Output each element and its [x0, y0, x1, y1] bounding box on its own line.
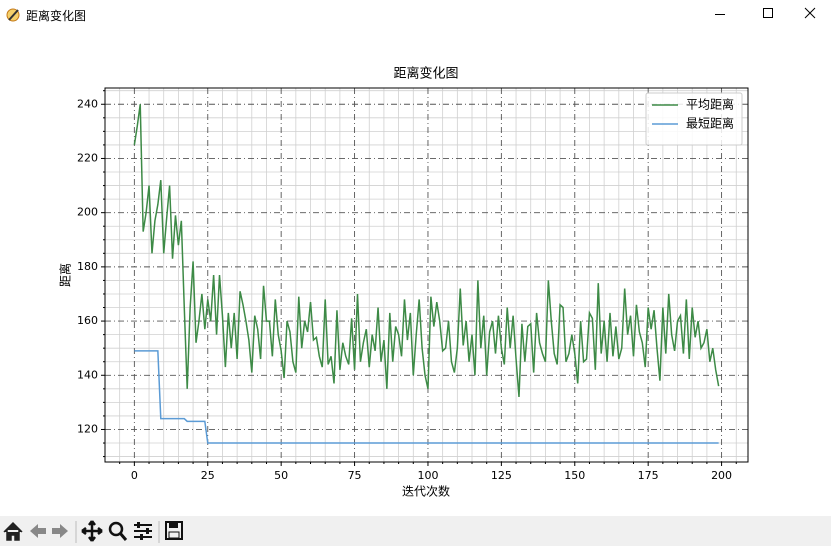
- y-tick-label: 200: [77, 206, 98, 219]
- zoom-button[interactable]: [108, 521, 128, 541]
- x-tick-label: 150: [564, 469, 585, 482]
- x-tick-label: 0: [131, 469, 138, 482]
- y-axis-label: 距离: [58, 263, 73, 287]
- y-tick-label: 240: [77, 97, 98, 110]
- y-tick-label: 160: [77, 314, 98, 327]
- back-button[interactable]: [30, 524, 46, 538]
- data-line: [134, 350, 719, 444]
- window-title: 距离变化图: [26, 9, 87, 23]
- toolbar: [0, 516, 831, 546]
- y-tick-label: 120: [77, 422, 98, 435]
- legend-label: 最短距离: [686, 116, 734, 131]
- x-axis-label: 迭代次数: [402, 484, 450, 499]
- pan-button[interactable]: [81, 520, 103, 542]
- save-button[interactable]: [165, 521, 183, 540]
- x-tick-label: 100: [417, 469, 438, 482]
- toolbar-icons: [3, 520, 183, 543]
- x-tick-label: 200: [711, 469, 732, 482]
- y-tick-label: 220: [77, 151, 98, 164]
- close-button[interactable]: [783, 0, 829, 30]
- home-button[interactable]: [3, 521, 23, 541]
- y-tick-label: 180: [77, 260, 98, 273]
- title-bar: 距离变化图: [0, 0, 831, 30]
- x-tick-label: 75: [348, 469, 362, 482]
- window-controls: [691, 0, 829, 30]
- legend-label: 平均距离: [686, 97, 734, 112]
- data-line: [133, 104, 720, 398]
- x-tick-label: 175: [638, 469, 659, 482]
- chart-title: 距离变化图: [393, 66, 458, 82]
- plot-frame: [104, 87, 749, 463]
- minimize-button[interactable]: [691, 0, 737, 30]
- forward-button[interactable]: [52, 524, 68, 538]
- x-tick-label: 50: [274, 469, 288, 482]
- configure-button[interactable]: [134, 522, 152, 540]
- y-tick-label: 140: [77, 368, 98, 381]
- app-icon: [6, 8, 20, 22]
- legend-box: [645, 92, 743, 146]
- maximize-button[interactable]: [737, 0, 783, 30]
- x-tick-label: 125: [491, 469, 512, 482]
- x-tick-label: 25: [201, 469, 215, 482]
- chart: 距离变化图 迭代次数 距离 0 25 50 75 100 125 150 175 200 120 1…: [58, 66, 749, 499]
